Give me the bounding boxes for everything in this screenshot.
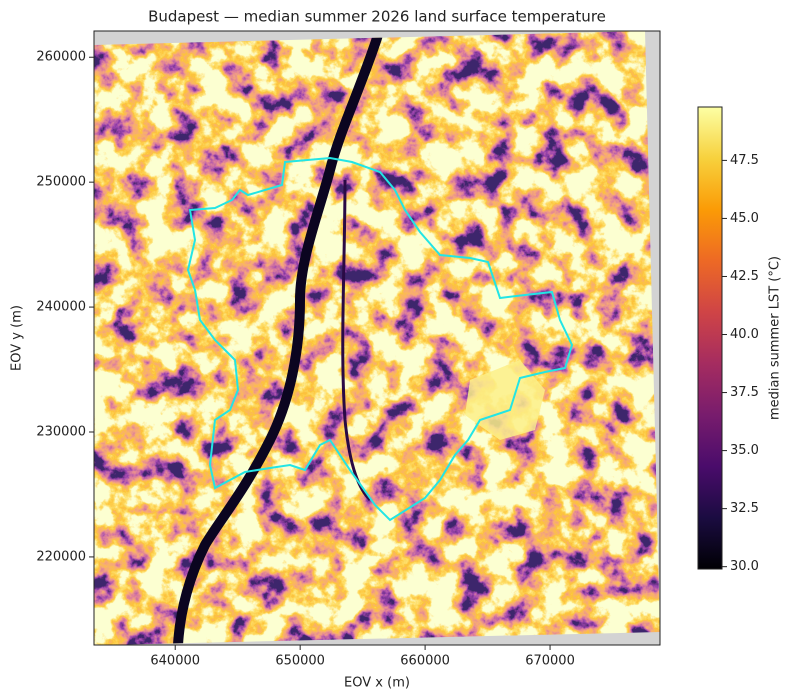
city-boundary [186,156,574,522]
colorbar-tick-label: 45.0 [730,211,759,226]
colorbar-tick-label: 47.5 [730,153,759,168]
x-tick-label: 670000 [525,654,575,669]
colorbar-label: median summer LST (°C) [768,256,783,420]
colorbar-tick-label: 40.0 [730,327,759,342]
colorbar-tick-label: 35.0 [730,443,759,458]
y-tick-label: 220000 [36,549,86,564]
colorbar-tick-label: 32.5 [730,501,759,516]
raster-texture [94,31,660,645]
raster [94,31,660,645]
y-tick-label: 230000 [36,425,86,440]
river [173,33,383,645]
y-axis-label: EOV y (m) [10,305,25,371]
x-tick-label: 660000 [400,654,450,669]
y-tick-label: 260000 [36,50,86,65]
x-tick-label: 640000 [150,654,200,669]
y-tick-label: 240000 [36,300,86,315]
colorbar [697,106,723,570]
y-tick-label: 250000 [36,175,86,190]
x-tick-label: 650000 [275,654,325,669]
colorbar-tick-label: 37.5 [730,385,759,400]
hot-area [465,360,545,440]
x-axis-label: EOV x (m) [344,676,410,691]
chart-title: Budapest — median summer 2026 land surfa… [148,8,606,26]
colorbar-tick-label: 30.0 [730,559,759,574]
colorbar-tick-label: 42.5 [730,269,759,284]
axes-frame [93,30,661,646]
